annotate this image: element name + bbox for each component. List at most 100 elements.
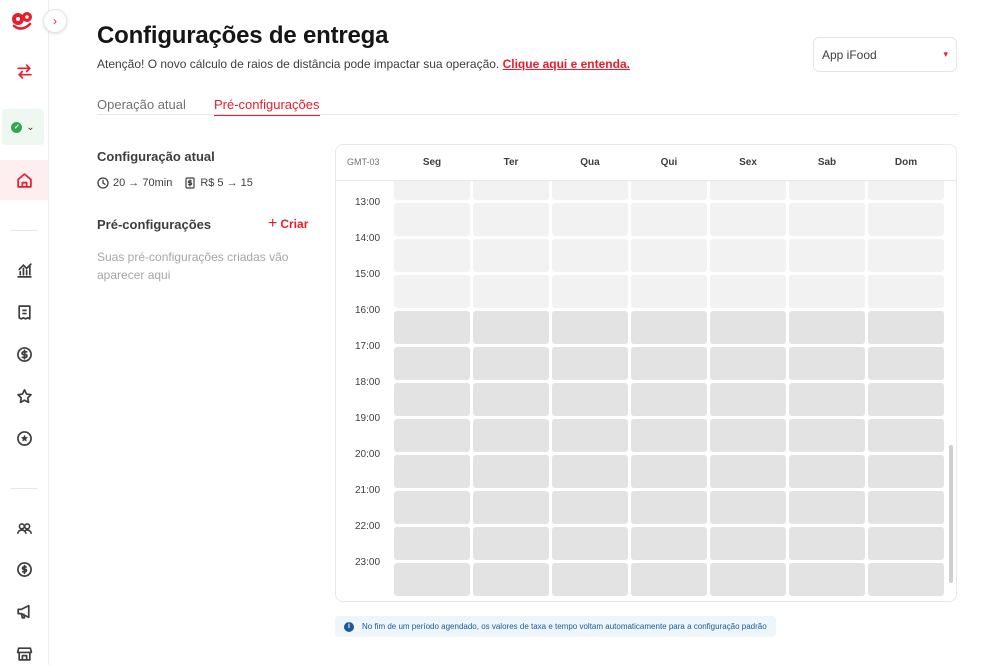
schedule-slot[interactable] — [473, 239, 549, 272]
schedule-slot[interactable] — [394, 275, 470, 308]
schedule-slot[interactable] — [552, 275, 628, 308]
schedule-slot[interactable] — [710, 383, 786, 416]
schedule-slot[interactable] — [789, 203, 865, 236]
sidebar-item-finance[interactable] — [0, 334, 48, 374]
schedule-slot[interactable] — [789, 383, 865, 416]
schedule-slot[interactable] — [473, 419, 549, 452]
schedule-slot[interactable] — [473, 563, 549, 596]
schedule-slot[interactable] — [473, 527, 549, 560]
sidebar-item-store[interactable] — [0, 633, 48, 665]
sidebar-item-payments[interactable] — [0, 549, 48, 589]
schedule-slot[interactable] — [868, 203, 944, 236]
schedule-slot[interactable] — [473, 491, 549, 524]
schedule-slot[interactable] — [552, 419, 628, 452]
sidebar-item-orders[interactable] — [0, 292, 48, 332]
schedule-slot[interactable] — [394, 347, 470, 380]
schedule-slot[interactable] — [473, 455, 549, 488]
schedule-slot[interactable] — [868, 311, 944, 344]
sidebar-item-loyalty[interactable] — [0, 418, 48, 458]
sidebar-item-home[interactable] — [0, 160, 48, 200]
sidebar-item-customers[interactable] — [0, 508, 48, 548]
create-preconfig-button[interactable]: + Criar — [268, 216, 308, 232]
store-status-toggle[interactable]: ✓ ⌄ — [2, 109, 44, 145]
schedule-slot[interactable] — [552, 491, 628, 524]
schedule-slot[interactable] — [394, 419, 470, 452]
schedule-slot[interactable] — [394, 203, 470, 236]
schedule-slot[interactable] — [710, 275, 786, 308]
schedule-slot[interactable] — [710, 491, 786, 524]
schedule-slot[interactable] — [868, 527, 944, 560]
day-header-ter: Ter — [503, 157, 519, 168]
tab-pre-configuracoes[interactable]: Pré-configurações — [214, 97, 320, 116]
schedule-slot[interactable] — [473, 347, 549, 380]
schedule-slot[interactable] — [789, 455, 865, 488]
schedule-slot[interactable] — [789, 311, 865, 344]
schedule-slot[interactable] — [631, 491, 707, 524]
schedule-slot[interactable] — [868, 563, 944, 596]
app-select[interactable]: App iFood ▾ — [813, 37, 957, 72]
schedule-slot[interactable] — [710, 419, 786, 452]
schedule-slot[interactable] — [394, 455, 470, 488]
schedule-slot[interactable] — [631, 311, 707, 344]
sidebar-item-marketing[interactable] — [0, 591, 48, 631]
schedule-slot[interactable] — [868, 275, 944, 308]
schedule-slot[interactable] — [552, 383, 628, 416]
sidebar-expand-button[interactable]: › — [43, 9, 67, 33]
schedule-slot[interactable] — [552, 563, 628, 596]
schedule-slot[interactable] — [789, 563, 865, 596]
schedule-slot[interactable] — [631, 203, 707, 236]
schedule-slot[interactable] — [631, 527, 707, 560]
schedule-slot[interactable] — [710, 239, 786, 272]
schedule-slot[interactable] — [394, 239, 470, 272]
schedule-slot[interactable] — [710, 203, 786, 236]
schedule-slot[interactable] — [631, 275, 707, 308]
schedule-slot[interactable] — [710, 527, 786, 560]
schedule-slot[interactable] — [789, 419, 865, 452]
schedule-slot[interactable] — [394, 311, 470, 344]
schedule-slot[interactable] — [868, 347, 944, 380]
schedule-slot[interactable] — [868, 383, 944, 416]
schedule-slot[interactable] — [394, 563, 470, 596]
sidebar-item-performance[interactable] — [0, 250, 48, 290]
schedule-slot[interactable] — [631, 419, 707, 452]
sidebar-divider — [10, 488, 38, 489]
schedule-slot[interactable] — [710, 563, 786, 596]
schedule-slot[interactable] — [789, 347, 865, 380]
notice-link[interactable]: Clique aqui e entenda. — [502, 57, 630, 71]
schedule-slot[interactable] — [710, 347, 786, 380]
schedule-scrollbar[interactable] — [949, 445, 953, 583]
schedule-slot[interactable] — [631, 383, 707, 416]
tab-operacao-atual[interactable]: Operação atual — [97, 97, 186, 112]
schedule-slot[interactable] — [710, 455, 786, 488]
schedule-slot[interactable] — [394, 383, 470, 416]
schedule-slot[interactable] — [789, 239, 865, 272]
schedule-slot[interactable] — [631, 347, 707, 380]
logo-icon[interactable] — [10, 10, 34, 32]
schedule-slot[interactable] — [789, 491, 865, 524]
schedule-slot[interactable] — [473, 311, 549, 344]
schedule-slot[interactable] — [552, 311, 628, 344]
swap-icon[interactable] — [0, 51, 48, 91]
schedule-slot[interactable] — [789, 527, 865, 560]
schedule-slot[interactable] — [868, 455, 944, 488]
schedule-slot[interactable] — [868, 419, 944, 452]
schedule-slot[interactable] — [710, 311, 786, 344]
sidebar-item-reviews[interactable] — [0, 376, 48, 416]
schedule-slot[interactable] — [552, 203, 628, 236]
schedule-slot[interactable] — [473, 275, 549, 308]
schedule-slot[interactable] — [631, 455, 707, 488]
schedule-slot[interactable] — [552, 347, 628, 380]
schedule-slot[interactable] — [552, 239, 628, 272]
schedule-slot[interactable] — [473, 203, 549, 236]
schedule-slot[interactable] — [394, 491, 470, 524]
schedule-slot[interactable] — [552, 455, 628, 488]
schedule-slot[interactable] — [789, 275, 865, 308]
schedule-slot[interactable] — [868, 239, 944, 272]
schedule-slot[interactable] — [868, 491, 944, 524]
schedule-slot[interactable] — [631, 239, 707, 272]
schedule-slot[interactable] — [631, 563, 707, 596]
schedule-slot[interactable] — [552, 527, 628, 560]
schedule-slot[interactable] — [473, 383, 549, 416]
schedule-slot[interactable] — [394, 527, 470, 560]
